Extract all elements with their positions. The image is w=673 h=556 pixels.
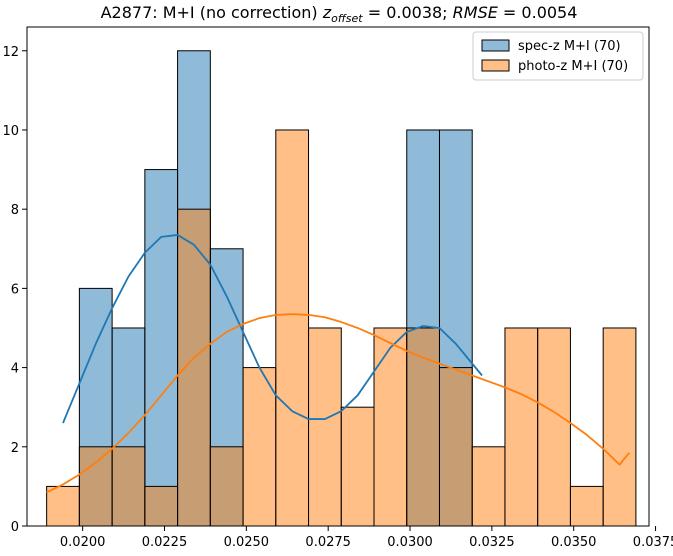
x-tick-label: 0.0375 xyxy=(633,535,673,550)
legend-label-series1: spec-z M+I (70) xyxy=(518,39,621,54)
z-subscript: offset xyxy=(331,12,363,25)
bar-series2-bin7 xyxy=(242,367,277,527)
x-axis: 0.0200 0.0225 0.0250 0.0275 0.0300 0.0325 0.03… xyxy=(60,526,673,550)
bar-series2-bin14 xyxy=(471,446,506,527)
bar-series2-bin11 xyxy=(373,327,408,527)
y-axis: 0 2 4 6 8 10 12 xyxy=(2,45,27,535)
y-tick-label: 6 xyxy=(11,282,19,297)
kde-line-series1 xyxy=(62,234,483,424)
plot-area-frame xyxy=(26,26,650,527)
legend-label-series2: photo-z M+I (70) xyxy=(518,59,628,74)
bar-series2-bin2 xyxy=(78,446,113,527)
bar-series2-bin18 xyxy=(602,327,637,527)
y-tick-label: 10 xyxy=(2,124,19,139)
bar-series2-bin8 xyxy=(275,129,310,527)
bar-series2-bin15 xyxy=(504,327,539,527)
chart-title-prefix: A2877: M+I (no correction) xyxy=(101,3,323,22)
kde-line-series2 xyxy=(46,313,631,494)
bar-series2-bin17 xyxy=(569,485,604,527)
x-tick-label: 0.0250 xyxy=(224,535,270,550)
rmse-value: = 0.0054 xyxy=(498,3,578,22)
x-tick-label: 0.0350 xyxy=(551,535,597,550)
bar-series2-bin10 xyxy=(340,406,375,527)
y-tick-label: 12 xyxy=(2,45,19,60)
y-tick-label: 4 xyxy=(11,362,19,377)
bar-series2-bin4 xyxy=(144,485,179,527)
y-tick-label: 2 xyxy=(11,441,19,456)
bar-series1-bin4 xyxy=(144,169,179,527)
legend: spec-z M+I (70) photo-z M+I (70) xyxy=(472,31,644,81)
legend-swatch-series2 xyxy=(481,59,510,72)
bar-series2-bin1 xyxy=(46,485,80,527)
legend-box xyxy=(472,31,644,81)
x-tick-label: 0.0225 xyxy=(142,535,188,550)
x-tick-label: 0.0275 xyxy=(305,535,351,550)
x-tick-label: 0.0325 xyxy=(469,535,515,550)
bar-series2-bin3 xyxy=(111,446,146,527)
legend-swatch-series1 xyxy=(481,39,510,52)
z-value: = 0.0038; xyxy=(363,3,453,22)
x-tick-label: 0.0200 xyxy=(60,535,106,550)
rmse-symbol: RMSE xyxy=(453,3,499,22)
bars-layer xyxy=(46,50,637,527)
bar-series2-bin6 xyxy=(209,446,244,527)
x-tick-label: 0.0300 xyxy=(387,535,433,550)
chart-title: A2877: M+I (no correction) zoffset = 0.0… xyxy=(101,3,578,25)
y-tick-label: 8 xyxy=(11,203,19,218)
y-tick-label: 0 xyxy=(11,520,19,535)
bar-series2-bin16 xyxy=(537,327,571,527)
bar-series2-bin13 xyxy=(438,367,473,527)
bar-series2-bin5 xyxy=(177,208,211,527)
kde-layer xyxy=(46,234,631,494)
bar-series2-bin9 xyxy=(308,327,342,527)
z-symbol: z xyxy=(322,3,332,22)
